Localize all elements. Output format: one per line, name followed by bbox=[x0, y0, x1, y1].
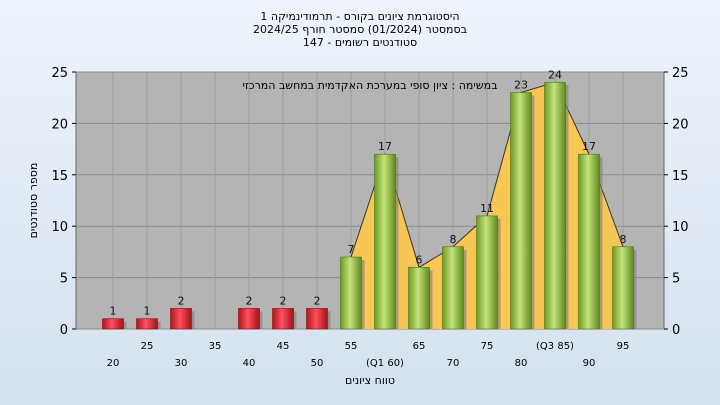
bar-label-30: 2 bbox=[178, 294, 185, 307]
y-tick-left-25: 25 bbox=[51, 66, 68, 81]
bar-label-25: 1 bbox=[144, 305, 151, 318]
bar-70 bbox=[442, 246, 464, 330]
x-tick-label-0: 20 bbox=[107, 358, 120, 369]
bar-label-85: 24 bbox=[548, 68, 562, 81]
chart-annotation: במשימה : ציון סופי במערכת האקדמית במחשב … bbox=[243, 79, 498, 92]
bar-55 bbox=[340, 256, 362, 330]
y-tick-left-20: 20 bbox=[51, 117, 68, 132]
y-axis-label: מספר סטודנטים bbox=[27, 163, 40, 239]
x-tick-label-8: (Q1 60) bbox=[366, 358, 404, 369]
bar-label-80: 23 bbox=[514, 79, 528, 92]
bar-20 bbox=[102, 318, 124, 330]
chart-title-line-3: סטודנטים רשומים - 147 bbox=[302, 36, 418, 49]
bar-85 bbox=[544, 81, 566, 330]
y-tick-right-0: 0 bbox=[672, 323, 680, 338]
y-tick-left-5: 5 bbox=[60, 272, 68, 287]
y-tick-right-25: 25 bbox=[672, 66, 689, 81]
x-tick-label-3: 35 bbox=[209, 341, 222, 352]
x-axis-label: טווח ציונים bbox=[345, 374, 395, 387]
bar-95 bbox=[612, 246, 634, 330]
y-tick-right-15: 15 bbox=[672, 169, 689, 184]
bar-label-50: 2 bbox=[314, 294, 321, 307]
chart-title-line-1: היסטוגרמת ציונים בקורס - תרמודינמיקה 1 bbox=[260, 10, 460, 23]
y-tick-right-10: 10 bbox=[672, 220, 689, 235]
chart-title-line-2: בסמסטר (01/2024) סמסטר חורף 2024/25 bbox=[253, 23, 467, 36]
bar-45 bbox=[272, 308, 294, 330]
x-tick-label-1: 25 bbox=[141, 341, 154, 352]
bar-50 bbox=[306, 308, 328, 330]
bar-label-55: 7 bbox=[348, 243, 355, 256]
bar-75 bbox=[476, 215, 498, 330]
x-tick-label-10: 70 bbox=[447, 358, 460, 369]
bar-60 bbox=[374, 153, 396, 330]
x-tick-label-6: 50 bbox=[311, 358, 324, 369]
bar-65 bbox=[408, 267, 430, 330]
bar-25 bbox=[136, 318, 158, 330]
bar-label-95: 8 bbox=[620, 233, 627, 246]
bar-label-60: 17 bbox=[378, 140, 392, 153]
y-tick-right-5: 5 bbox=[672, 272, 680, 287]
x-tick-label-11: 75 bbox=[481, 341, 494, 352]
bar-label-40: 2 bbox=[246, 294, 253, 307]
y-tick-left-0: 0 bbox=[60, 323, 68, 338]
bar-label-65: 6 bbox=[416, 253, 423, 266]
bar-label-75: 11 bbox=[480, 202, 494, 215]
x-tick-label-9: 65 bbox=[413, 341, 426, 352]
x-tick-label-14: 90 bbox=[583, 358, 596, 369]
bar-40 bbox=[238, 308, 260, 330]
x-tick-label-15: 95 bbox=[617, 341, 630, 352]
x-tick-label-13: (Q3 85) bbox=[536, 341, 574, 352]
y-tick-left-10: 10 bbox=[51, 220, 68, 235]
x-tick-label-5: 45 bbox=[277, 341, 290, 352]
bar-label-20: 1 bbox=[110, 305, 117, 318]
x-tick-label-4: 40 bbox=[243, 358, 256, 369]
bar-30 bbox=[170, 308, 192, 330]
x-tick-label-12: 80 bbox=[515, 358, 528, 369]
bar-label-90: 17 bbox=[582, 140, 596, 153]
x-tick-label-2: 30 bbox=[175, 358, 188, 369]
bar-90 bbox=[578, 153, 600, 330]
bar-80 bbox=[510, 92, 532, 330]
x-tick-label-7: 55 bbox=[345, 341, 358, 352]
y-tick-right-20: 20 bbox=[672, 117, 689, 132]
bar-label-70: 8 bbox=[450, 233, 457, 246]
y-tick-left-15: 15 bbox=[51, 169, 68, 184]
bar-label-45: 2 bbox=[280, 294, 287, 307]
